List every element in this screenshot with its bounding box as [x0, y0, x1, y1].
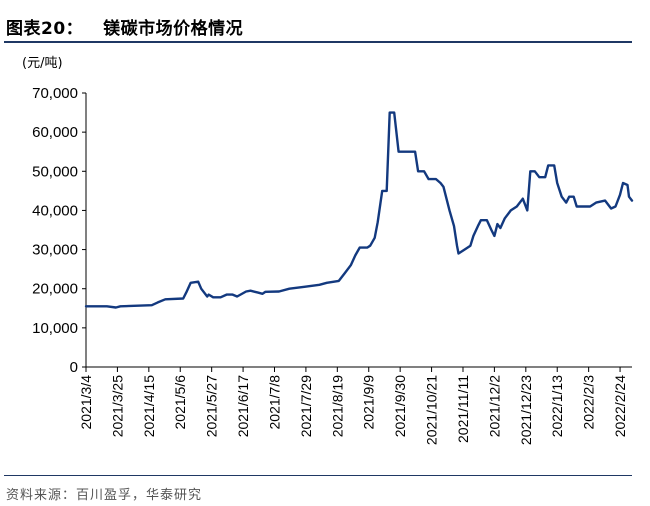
x-tick-label: 2021/3/25 [109, 375, 125, 437]
y-tick-label: 20,000 [32, 281, 78, 298]
x-tick-label: 2021/4/15 [141, 375, 157, 437]
x-tick-label: 2021/9/30 [392, 375, 408, 437]
x-tick-label: 2021/6/17 [235, 375, 251, 437]
title-rule [4, 41, 632, 43]
figure-label: 图表20： [6, 19, 84, 39]
y-tick-label: 50,000 [32, 163, 78, 180]
y-tick-label: 60,000 [32, 124, 78, 141]
x-tick-label: 2021/10/21 [424, 375, 440, 445]
x-tick-label: 2021/11/11 [455, 375, 471, 443]
y-tick-label: 10,000 [32, 320, 78, 337]
y-tick-label: 0 [70, 359, 78, 376]
series-line-0 [84, 111, 634, 309]
x-tick-label: 2021/7/29 [298, 375, 314, 437]
x-tick-label: 2021/3/4 [78, 375, 94, 430]
x-tick-label: 2021/5/27 [204, 375, 220, 437]
source-note: 资料来源：百川盈孚，华泰研究 [6, 488, 203, 503]
y-tick-label: 30,000 [32, 242, 78, 259]
y-tick-label: 70,000 [32, 85, 78, 102]
x-tick-label: 2022/2/3 [581, 375, 597, 430]
x-tick-label: 2021/12/2 [486, 375, 502, 437]
footer-rule [4, 475, 632, 476]
x-tick-label: 2021/7/8 [266, 375, 282, 430]
x-tick-label: 2021/8/19 [329, 375, 345, 437]
figure-title: 图表20： 镁碳市场价格情况 [6, 14, 243, 39]
chart-title: 镁碳市场价格情况 [103, 19, 244, 39]
x-tick-label: 2022/1/13 [549, 375, 565, 437]
x-tick-label: 2021/9/9 [361, 375, 377, 430]
line-chart: (元/吨) 0 10,000 20,000 30,000 40,000 50,000 60,0… [22, 56, 634, 445]
y-tick-label: 40,000 [32, 202, 78, 219]
x-tick-label: 2021/12/23 [518, 375, 534, 445]
x-tick-label: 2022/2/24 [612, 375, 628, 437]
x-tick-label: 2021/5/6 [172, 375, 188, 430]
y-axis-unit-label: (元/吨) [22, 56, 63, 71]
